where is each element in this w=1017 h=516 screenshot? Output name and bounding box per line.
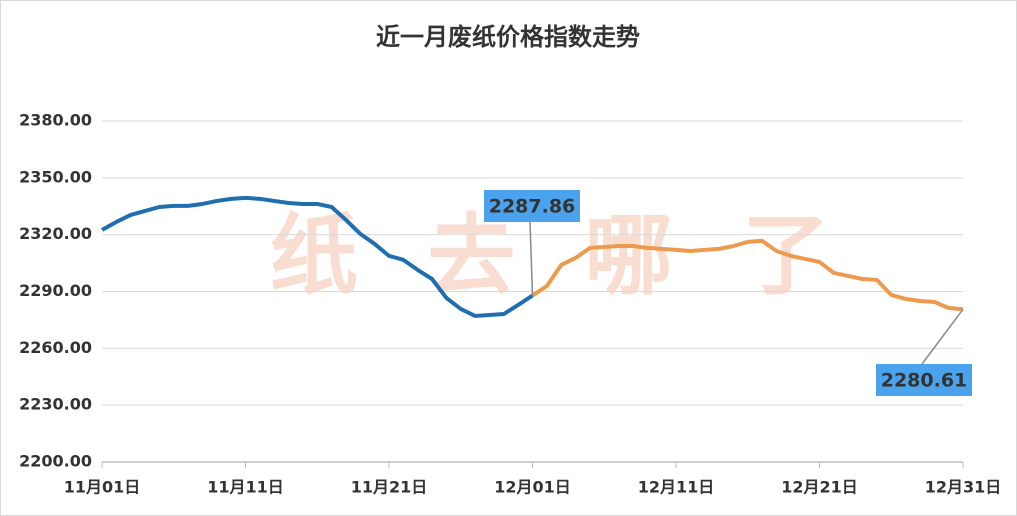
y-tick-label: 2380.00 (19, 111, 92, 130)
label-leader (529, 221, 534, 296)
label-leader (921, 308, 964, 365)
y-tick-label: 2350.00 (19, 167, 92, 186)
label-box (484, 190, 580, 222)
y-tick-label: 2290.00 (19, 281, 92, 300)
line-series (531, 238, 964, 312)
chart-title: 近一月废纸价格指数走势 (376, 23, 640, 51)
line-series (101, 195, 534, 318)
x-tick-label: 12月21日 (781, 478, 858, 497)
x-tick-label: 12月31日 (925, 478, 1002, 497)
x-tick-label: 11月01日 (64, 478, 141, 497)
y-tick-label: 2230.00 (19, 395, 92, 414)
x-tick-label: 11月11日 (207, 478, 284, 497)
data-label: 2287.86 (489, 196, 576, 218)
y-tick-label: 2200.00 (19, 452, 92, 471)
x-tick-label: 11月21日 (351, 478, 428, 497)
y-tick-label: 2260.00 (19, 338, 92, 357)
data-label: 2280.61 (881, 370, 968, 392)
label-box (876, 364, 972, 396)
x-tick-label: 12月01日 (494, 478, 571, 497)
y-tick-label: 2320.00 (19, 224, 92, 243)
x-tick-label: 12月11日 (638, 478, 715, 497)
